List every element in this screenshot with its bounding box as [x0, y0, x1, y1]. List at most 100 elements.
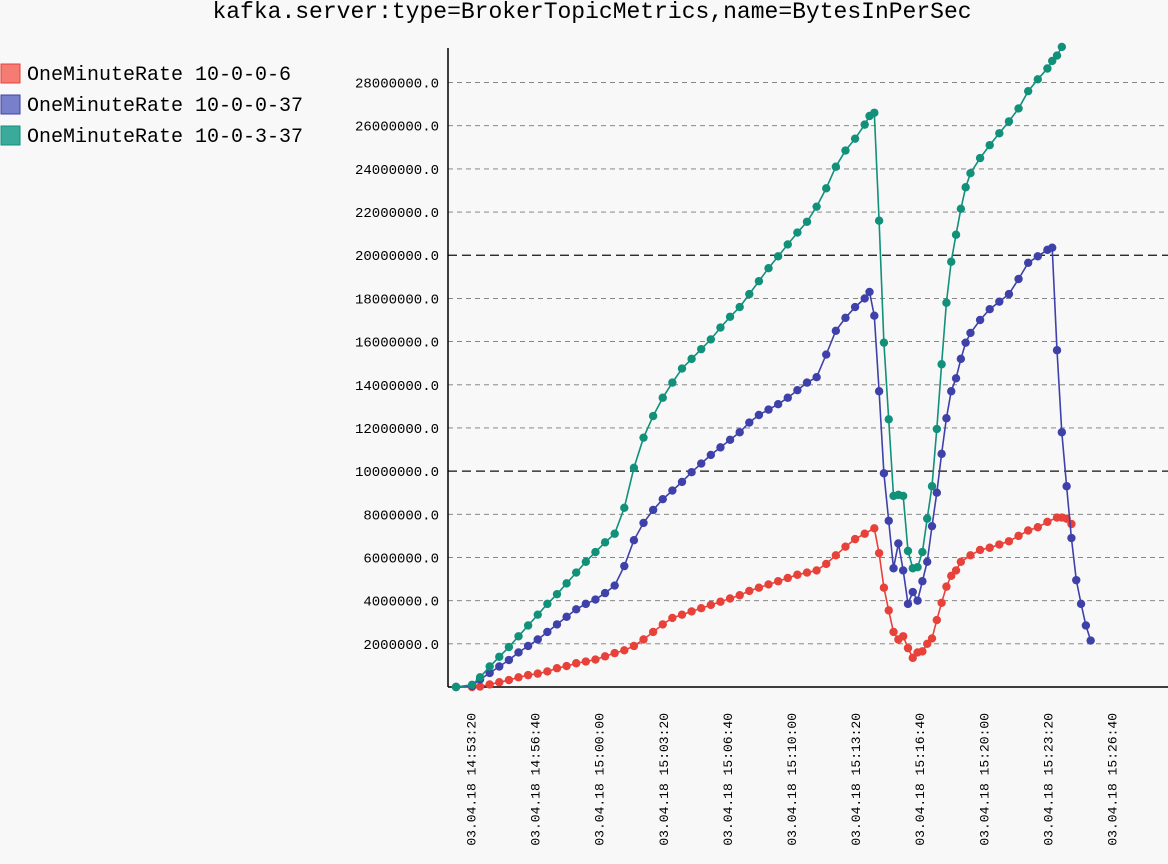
- data-point: [783, 240, 792, 249]
- data-point: [620, 503, 629, 513]
- data-point: [913, 596, 922, 605]
- data-point: [687, 354, 696, 364]
- data-point: [923, 639, 932, 649]
- data-point: [735, 302, 744, 312]
- data-point: [1048, 56, 1057, 66]
- data-point: [495, 652, 504, 661]
- data-point: [504, 675, 514, 685]
- data-point: [898, 632, 908, 641]
- x-tick-label: 03.04.18 15:03:20: [657, 713, 672, 846]
- data-point: [802, 568, 812, 577]
- data-point: [677, 364, 687, 373]
- data-point: [533, 635, 542, 644]
- data-point: [572, 659, 581, 668]
- legend-swatch: [0, 63, 21, 84]
- data-point: [1023, 526, 1033, 535]
- y-tick-label: 28000000.0: [355, 77, 439, 93]
- data-point: [639, 518, 648, 528]
- data-point: [879, 469, 889, 478]
- data-point: [581, 657, 591, 666]
- data-point: [562, 661, 571, 671]
- data-point: [947, 387, 956, 396]
- data-point: [860, 529, 869, 538]
- x-tick-label: 03.04.18 15:16:40: [913, 713, 928, 846]
- y-tick-label: 6000000.0: [363, 551, 439, 567]
- data-point: [942, 414, 951, 423]
- data-point: [764, 263, 773, 273]
- data-point: [754, 410, 764, 420]
- data-point: [995, 297, 1004, 306]
- data-point: [754, 276, 764, 286]
- data-point: [610, 529, 619, 538]
- data-point: [927, 521, 937, 531]
- data-point: [764, 405, 773, 414]
- data-point: [687, 468, 696, 477]
- data-point: [514, 632, 523, 641]
- data-point: [533, 669, 542, 678]
- x-tick-label: 03.04.18 15:26:40: [1106, 713, 1121, 846]
- data-point: [908, 587, 917, 597]
- data-point: [745, 418, 754, 427]
- data-point: [467, 680, 477, 690]
- data-point: [812, 566, 821, 575]
- data-point: [932, 615, 942, 625]
- data-point: [543, 667, 552, 676]
- data-point: [947, 257, 956, 266]
- data-point: [831, 551, 841, 560]
- data-point: [822, 184, 831, 193]
- data-point: [697, 604, 706, 613]
- y-tick-label: 14000000.0: [355, 379, 439, 395]
- data-point: [451, 682, 461, 692]
- y-tick-label: 26000000.0: [355, 120, 439, 136]
- data-point: [923, 557, 932, 566]
- data-point: [908, 653, 917, 663]
- data-point: [514, 648, 523, 657]
- data-point: [523, 670, 533, 680]
- data-point: [697, 459, 706, 468]
- y-tick-label: 22000000.0: [355, 206, 439, 222]
- data-point: [870, 524, 879, 533]
- x-tick-label: 03.04.18 15:00:00: [593, 713, 608, 846]
- data-point: [884, 516, 893, 525]
- data-point: [903, 599, 913, 609]
- data-point: [956, 557, 966, 566]
- data-point: [841, 542, 850, 551]
- y-tick-label: 10000000.0: [355, 465, 439, 481]
- data-point: [975, 153, 985, 163]
- data-point: [754, 583, 764, 592]
- data-point: [725, 312, 735, 321]
- data-point: [591, 547, 600, 557]
- data-point: [937, 449, 946, 459]
- data-point: [951, 374, 961, 383]
- data-point: [956, 204, 966, 214]
- data-point: [802, 378, 812, 387]
- y-tick-label: 18000000.0: [355, 292, 439, 308]
- y-tick-label: 4000000.0: [363, 595, 439, 611]
- data-point: [562, 579, 571, 588]
- data-point: [581, 557, 591, 566]
- data-point: [985, 305, 994, 314]
- data-point: [927, 482, 937, 491]
- data-point: [889, 627, 898, 637]
- data-point: [591, 595, 600, 604]
- data-point: [773, 399, 783, 409]
- data-point: [706, 600, 716, 610]
- series-line: [455, 246, 1092, 688]
- data-point: [903, 546, 913, 556]
- data-point: [831, 162, 841, 171]
- data-point: [572, 605, 581, 614]
- data-point: [620, 561, 629, 571]
- data-point: [1072, 575, 1081, 585]
- data-point: [543, 599, 552, 609]
- data-point: [543, 627, 552, 637]
- data-point: [975, 315, 985, 325]
- data-point: [956, 354, 966, 364]
- data-point: [884, 606, 893, 615]
- data-point: [485, 680, 494, 689]
- legend-label: OneMinuteRate 10-0-3-37: [27, 126, 303, 149]
- data-point: [725, 435, 735, 445]
- data-point: [793, 570, 802, 579]
- data-point: [485, 662, 494, 671]
- x-tick-label: 03.04.18 14:56:40: [529, 713, 544, 846]
- y-tick-label: 12000000.0: [355, 422, 439, 438]
